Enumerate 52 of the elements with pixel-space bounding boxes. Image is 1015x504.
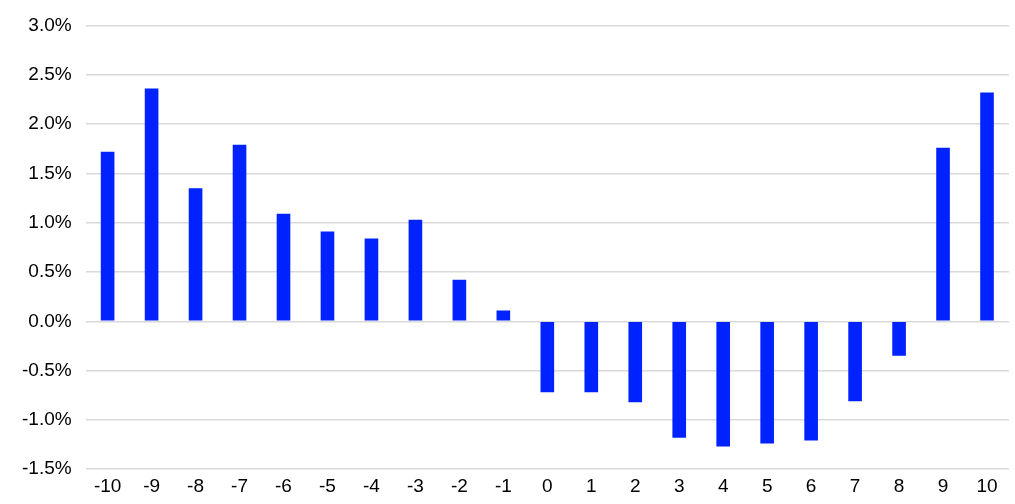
y-tick-label: 1.5% (28, 161, 72, 183)
bar (848, 322, 862, 402)
x-tick-label: -1 (494, 474, 512, 496)
bar (892, 322, 906, 356)
x-tick-label: 2 (629, 474, 641, 496)
bar (628, 322, 643, 403)
x-tick-label: -10 (93, 474, 122, 496)
bar (540, 322, 555, 393)
x-tick-label: 9 (937, 474, 949, 496)
x-tick-label: 7 (849, 474, 861, 496)
bar (672, 322, 687, 438)
bar (364, 238, 379, 321)
bar (804, 322, 818, 441)
x-tick-label: -9 (143, 474, 161, 496)
bar (276, 213, 291, 321)
x-tick-label: -3 (406, 474, 424, 496)
y-tick-label: -1.0% (21, 408, 72, 430)
y-tick-label: 2.0% (28, 112, 72, 134)
bar (716, 322, 731, 447)
bar (320, 231, 335, 321)
bar (232, 144, 247, 321)
x-tick-label: 5 (761, 474, 773, 496)
y-tick-label: -1.5% (21, 457, 72, 479)
bar (760, 322, 774, 444)
y-tick-label: 0.5% (28, 260, 72, 282)
x-tick-label: 3 (673, 474, 685, 496)
bar (584, 322, 599, 393)
bar (408, 219, 423, 321)
bar (496, 310, 511, 321)
y-tick-label: 3.0% (28, 13, 72, 35)
x-tick-label: 4 (717, 474, 729, 496)
x-tick-label: -6 (275, 474, 292, 496)
x-tick-label: 6 (805, 474, 817, 496)
x-tick-label: 1 (586, 474, 597, 496)
x-tick-label: 0 (542, 474, 553, 496)
x-tick-label: 8 (893, 474, 905, 496)
bar (452, 279, 467, 321)
x-tick-label: -8 (187, 474, 205, 496)
x-tick-label: -7 (231, 474, 248, 496)
y-tick-label: 1.0% (28, 210, 72, 232)
x-tick-label: -4 (362, 474, 381, 496)
bar (100, 151, 115, 321)
bar (144, 88, 159, 321)
x-tick-label: -2 (450, 474, 468, 496)
y-tick-label: 0.0% (28, 309, 72, 331)
bar (188, 188, 203, 321)
x-tick-label: -5 (319, 474, 336, 496)
y-tick-label: 2.5% (28, 62, 72, 84)
x-tick-label: 10 (976, 474, 998, 496)
bar (936, 147, 950, 321)
y-tick-label: -0.5% (21, 358, 72, 380)
bar (980, 92, 994, 321)
